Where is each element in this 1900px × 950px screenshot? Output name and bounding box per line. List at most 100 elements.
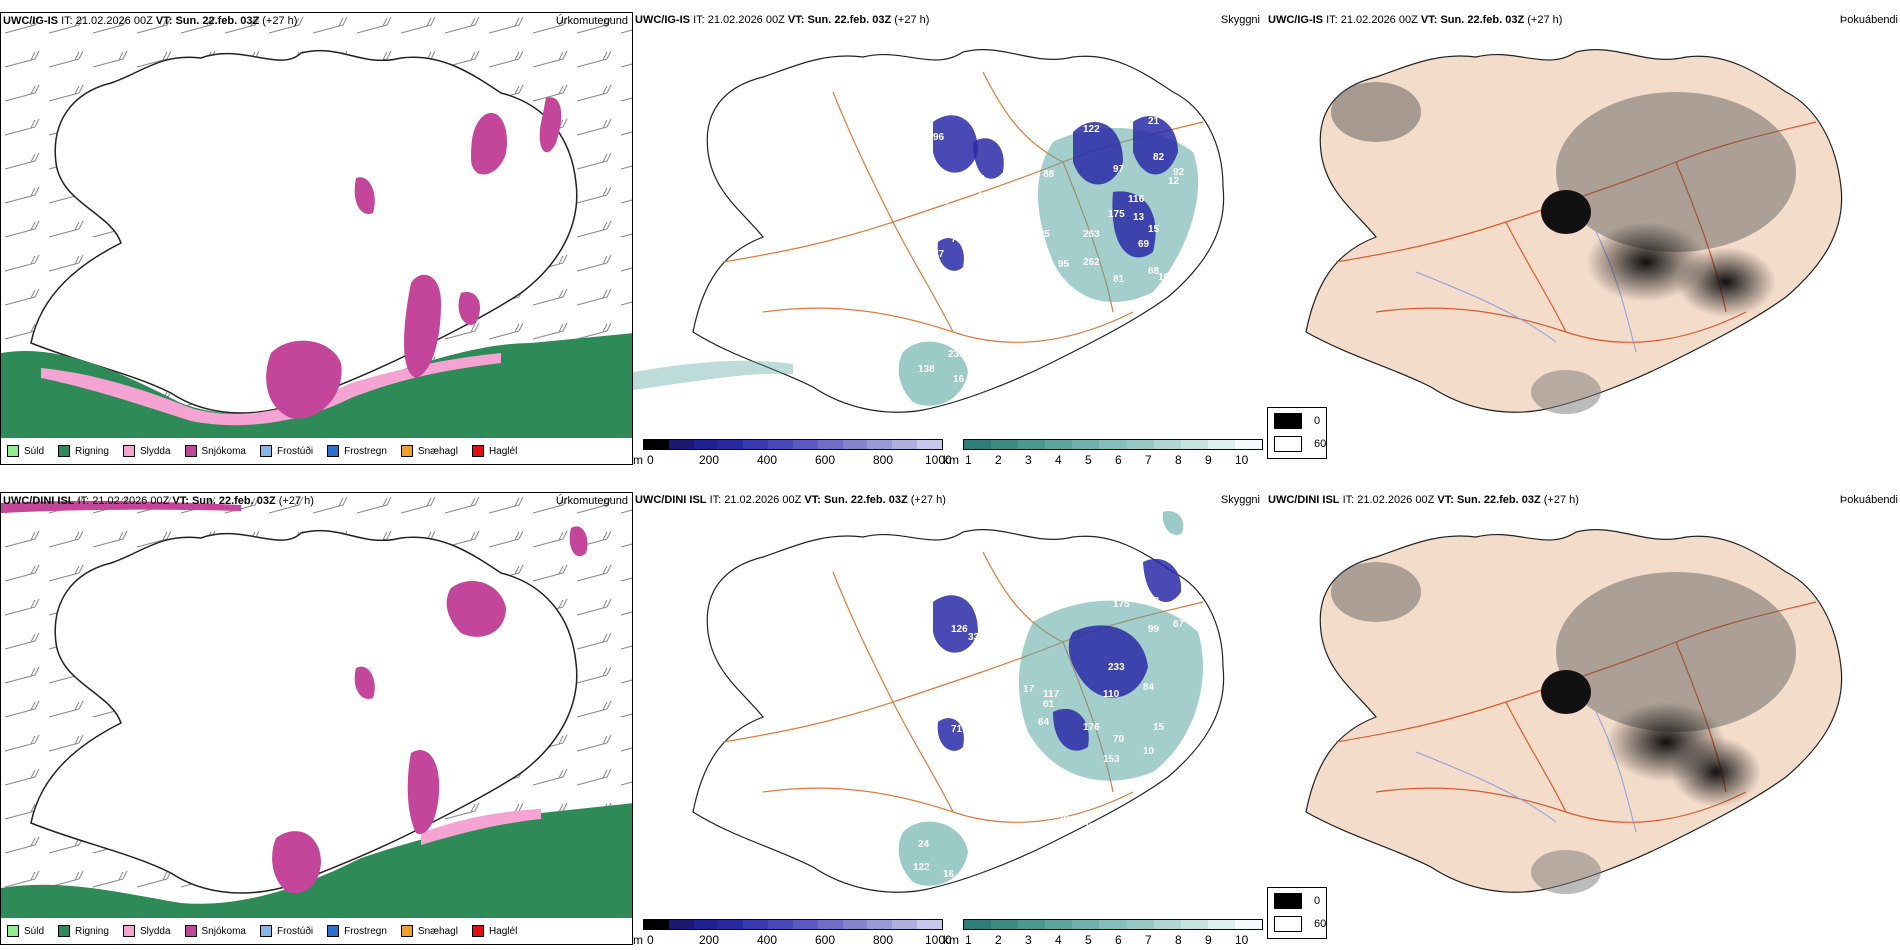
visibility-value-label: 26 (1058, 814, 1070, 825)
visibility-value-label: 125 (1028, 254, 1045, 265)
visibility-ramp-step (1099, 440, 1127, 449)
visibility-value-label: 13 (938, 196, 950, 207)
visibility-value-label: 96 (933, 132, 945, 143)
visibility-value-label: 410 (933, 669, 950, 680)
ceiling-ramp-step (817, 440, 843, 449)
visibility-ramp-step (1153, 440, 1181, 449)
ceiling-color-ramp (643, 439, 943, 450)
ceiling-ramp-step (867, 440, 893, 449)
legend-item: Haglél (471, 445, 517, 457)
legend-item: Súld (7, 925, 44, 937)
legend-item: Frostúði (259, 925, 313, 937)
fog-legend: 0 60 (1267, 407, 1327, 459)
legend-item: Frostregn (327, 445, 387, 457)
visibility-value-label: 24 (918, 839, 930, 850)
visibility-ramp-step (1180, 440, 1208, 449)
visibility-value-label: 21 (1148, 116, 1160, 127)
river-network (1415, 711, 1637, 833)
visibility-value-label: 69 (1138, 239, 1150, 250)
visibility-value-label: 61 (1043, 699, 1055, 710)
visibility-value-label: 16 (943, 869, 955, 880)
visibility-value-label: 83 (1178, 134, 1190, 145)
visibility-ramp-step (1180, 920, 1208, 929)
ceiling-color-ramp (643, 919, 943, 930)
visibility-value-label: 191 (1058, 324, 1075, 335)
visibility-value-label: 77 (933, 249, 945, 260)
precip-type-panel-top: UWC/IG-IS IT: 21.02.2026 00Z VT: Sun. 22… (0, 12, 633, 465)
ceiling-ramp-step (892, 920, 918, 929)
visibility-value-label: 202 (1083, 822, 1100, 833)
ceiling-ramp-step (768, 920, 793, 929)
visibility-value-label: 81 (1113, 274, 1125, 285)
visibility-value-label: 72 (968, 719, 980, 730)
ceiling-ramp-step (867, 920, 893, 929)
visibility-value-label: 175 (1113, 599, 1130, 610)
visibility-value-label: 280 (1063, 304, 1080, 315)
fog-map (1305, 48, 1843, 414)
visibility-value-label: 231 (948, 349, 965, 360)
panel-title: UWC/DINI ISL IT: 21.02.2026 00Z VT: Sun.… (1268, 494, 1579, 506)
precip-legend: Súld Rigning Slydda Snjókoma Frostúði Fr… (1, 438, 632, 464)
visibility-value-label: 64 (1038, 717, 1050, 728)
legend-item: Snæhagl (400, 925, 458, 937)
legend-item: Rigning (58, 925, 109, 937)
visibility-ramp-step (1018, 440, 1046, 449)
visibility-ramp-step (1234, 920, 1263, 929)
legend-item: Snjókoma (184, 445, 246, 457)
panel-title: UWC/IG-IS IT: 21.02.2026 00Z VT: Sun. 22… (3, 15, 298, 27)
visibility-value-label: 188 (1023, 754, 1040, 765)
panel-title: UWC/DINI ISL IT: 21.02.2026 00Z VT: Sun.… (635, 494, 946, 506)
panel-type-label: Skyggni (1220, 14, 1260, 26)
precip-type-panel-bottom: UWC/DINI ISL IT: 21.02.2026 00Z VT: Sun.… (0, 492, 633, 945)
visibility-value-label: 122 (1083, 124, 1100, 135)
visibility-value-label: 15 (1153, 722, 1165, 733)
visibility-map: 9689101331313416797788661222183829297121… (633, 48, 1225, 413)
visibility-value-label: 175 (1108, 209, 1125, 220)
visibility-value-label: 84 (1143, 682, 1155, 693)
panel-title: UWC/DINI ISL IT: 21.02.2026 00Z VT: Sun.… (3, 495, 314, 507)
visibility-panel-top: UWC/IG-IS IT: 21.02.2026 00Z VT: Sun. 22… (633, 12, 1266, 465)
legend-item: Slydda (122, 445, 171, 457)
legend-item: Súld (7, 445, 44, 457)
visibility-value-label: 95 (1058, 259, 1070, 270)
ceiling-ramp-step (693, 440, 719, 449)
legend-item: Slydda (122, 925, 171, 937)
visibility-value-label: 153 (1103, 754, 1120, 765)
visibility-value-label: 66 (1023, 204, 1035, 215)
visibility-value-label: 262 (1083, 257, 1100, 268)
visibility-ramp-step (1099, 920, 1127, 929)
visibility-value-label: 82 (1153, 152, 1165, 163)
precip-legend: Súld Rigning Slydda Snjókoma Frostúði Fr… (1, 918, 632, 944)
visibility-ramp-step (1126, 440, 1154, 449)
ceiling-ramp-step (842, 440, 868, 449)
visibility-ramp-step (1234, 440, 1263, 449)
visibility-value-label: 23 (1063, 794, 1075, 805)
visibility-value-label: 33 (968, 632, 980, 643)
visibility-ramp-step (1045, 440, 1073, 449)
ceiling-ramp-step (743, 440, 769, 449)
visibility-value-label: 71 (951, 724, 963, 735)
visibility-ramp-step (1153, 920, 1181, 929)
ceiling-ramp-step (718, 920, 744, 929)
ceiling-ramp-step (668, 920, 694, 929)
ceiling-ramp-step (693, 920, 719, 929)
ceiling-ramp-step (917, 920, 942, 929)
panel-type-label: Þokuábendi (1839, 14, 1898, 26)
ceiling-ramp-step (768, 440, 793, 449)
ceiling-ramp-step (842, 920, 868, 929)
visibility-value-label: 85 (1088, 304, 1100, 315)
legend-item: Snæhagl (400, 445, 458, 457)
visibility-panel-bottom: UWC/DINI ISL IT: 21.02.2026 00Z VT: Sun.… (633, 492, 1266, 945)
visibility-ramp-step (1018, 920, 1046, 929)
visibility-value-label: 134 (968, 174, 985, 185)
visibility-value-label: 16 (978, 191, 990, 202)
panel-type-label: Úrkomutegund (555, 495, 628, 507)
ceiling-ramp-step (718, 440, 744, 449)
visibility-ramp-step (964, 920, 992, 929)
visibility-value-label: 38 (1148, 596, 1160, 607)
visibility-value-label: 10 (1158, 272, 1170, 283)
panel-type-label: Úrkomutegund (555, 15, 628, 27)
visibility-value-label: 125 (1033, 229, 1050, 240)
precip-map (1, 13, 632, 464)
